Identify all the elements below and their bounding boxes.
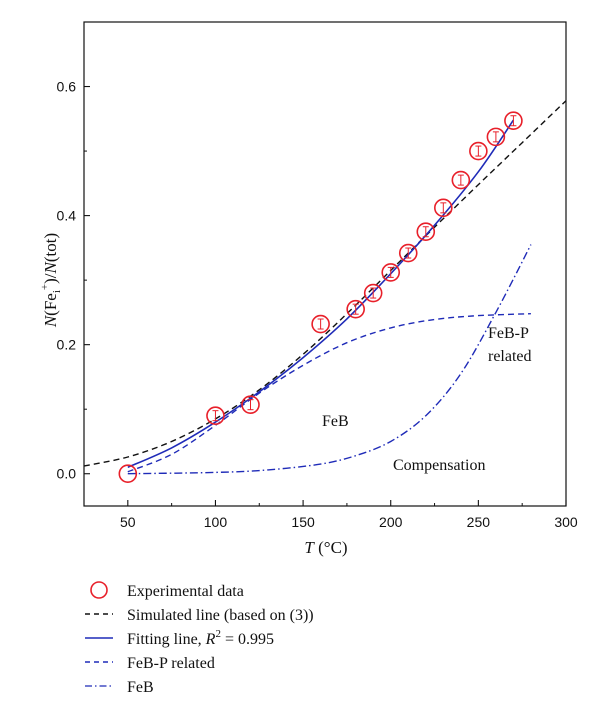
x-tick-label: 100: [204, 514, 228, 530]
legend-label-febp: FeB-P related: [127, 655, 215, 672]
data-point: [346, 299, 365, 319]
data-point: [469, 141, 488, 161]
legend-marker-experimental: [90, 581, 108, 599]
y-label-sup: +: [39, 284, 51, 290]
legend-fitting-tail: = 0.995: [221, 631, 274, 648]
series-line-4: [127, 244, 532, 475]
series-line-3: [127, 313, 531, 473]
legend-label-simulated: Simulated line (based on (3)): [127, 607, 314, 624]
y-label-n1: N: [41, 314, 60, 328]
y-label-sub: i: [51, 290, 63, 293]
y-axis-title: N(Fei+)/N(tot): [39, 233, 63, 328]
data-point: [381, 263, 401, 282]
annotation-compensation: Compensation: [393, 457, 485, 474]
y-label-n2: N: [41, 260, 60, 274]
legend-fitting-main: Fitting line,: [127, 631, 206, 648]
data-point: [504, 111, 523, 131]
x-tick-label: 150: [291, 514, 315, 530]
y-tick-label: 0.6: [57, 79, 77, 95]
y-label-close: )/: [41, 273, 60, 284]
x-axis-unit: (°C): [314, 538, 348, 557]
data-point: [241, 395, 260, 414]
y-label-open: (Fe: [41, 293, 60, 316]
y-tick-label: 0.2: [57, 337, 77, 353]
x-axis-title: T (°C): [304, 538, 347, 557]
plot-frame: [83, 21, 567, 507]
y-tick-label: 0.4: [57, 208, 77, 224]
x-axis-symbol: T: [304, 538, 315, 557]
data-point: [398, 243, 418, 263]
annotation-febp-line1: FeB-P: [488, 325, 529, 342]
legend-label-feb: FeB: [127, 679, 154, 696]
annotation-feb: FeB: [322, 413, 349, 430]
legend-fitting-var: R: [205, 631, 216, 648]
annotation-febp-line2: related: [488, 348, 532, 365]
data-point: [434, 198, 453, 218]
data-point: [311, 314, 330, 334]
data-point: [363, 283, 383, 303]
data-point: [118, 464, 138, 484]
legend-fitting-sup: 2: [215, 628, 221, 640]
x-tick-label: 50: [120, 514, 136, 530]
series-line-2: [127, 119, 515, 469]
x-tick-label: 250: [467, 514, 491, 530]
series-line-1: [83, 100, 567, 467]
x-tick-label: 200: [379, 514, 403, 530]
data-point: [416, 222, 436, 242]
data-point: [486, 127, 506, 147]
data-point: [206, 406, 225, 425]
data-point: [451, 170, 471, 190]
legend-label-fitting: Fitting line, R2 = 0.995: [127, 628, 274, 648]
y-label-tail: (tot): [41, 233, 60, 262]
legend: Experimental data Simulated line (based …: [85, 581, 314, 696]
legend-label-experimental: Experimental data: [127, 583, 244, 600]
x-tick-label: 300: [554, 514, 578, 530]
y-tick-label: 0.0: [57, 466, 77, 482]
